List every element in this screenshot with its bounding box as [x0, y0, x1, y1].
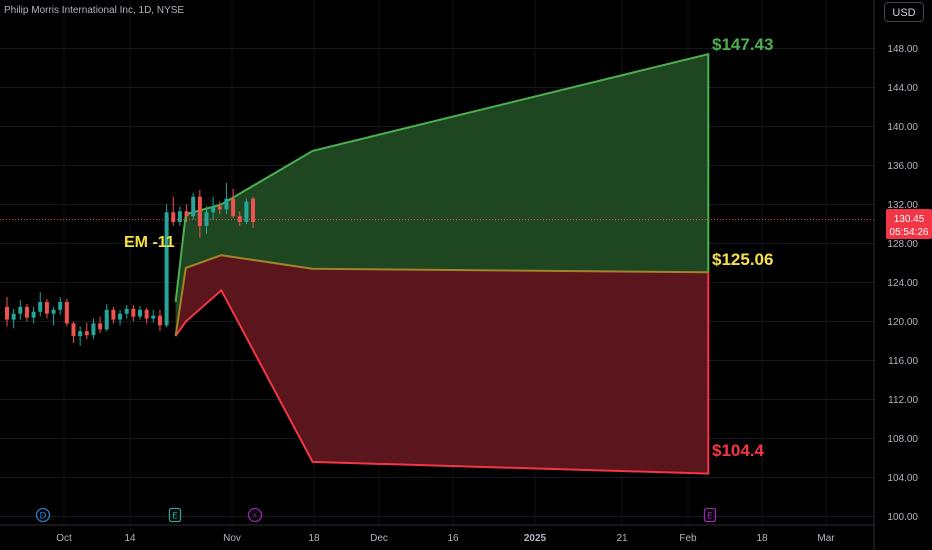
time-axis[interactable]: Oct 14 Nov 18 Dec 16 2025 21 Feb 18 Mar [0, 524, 874, 544]
candle [138, 305, 142, 320]
candle [31, 306, 36, 324]
bar-countdown: 05:54:26 [890, 227, 929, 238]
lower-band-fill [175, 255, 709, 474]
time-tick-label: 16 [447, 533, 459, 544]
price-tick-label: 136.00 [887, 161, 918, 172]
price-tick-label: 140.00 [887, 122, 918, 133]
candle [38, 292, 43, 317]
candle [237, 211, 242, 226]
last-price-tag: 130.45 05:54:26 [886, 209, 932, 239]
candle [131, 304, 136, 322]
candle [151, 309, 156, 323]
time-tick-label: 2025 [524, 533, 547, 544]
price-tick-label: 124.00 [887, 278, 918, 289]
svg-text:⚡: ⚡ [252, 511, 258, 521]
price-tick-label: 112.00 [888, 395, 918, 406]
candle [244, 198, 249, 224]
price-tick-label: 132.00 [887, 200, 918, 211]
candle [24, 303, 29, 322]
candle [191, 192, 196, 220]
candle [18, 300, 23, 320]
price-tick-label: 104.00 [887, 473, 918, 484]
upper-price-label: $147.43 [712, 35, 773, 54]
time-tick-label: Dec [370, 533, 388, 544]
candle [217, 201, 222, 215]
candles [5, 183, 256, 346]
svg-text:D: D [40, 511, 47, 521]
price-tick-label: 100.00 [887, 512, 918, 523]
price-tick-label: 128.00 [887, 239, 918, 250]
event-markers[interactable]: D E ⚡ E [35, 507, 717, 523]
svg-text:E: E [172, 511, 178, 521]
upper-band-line [174, 52, 710, 303]
time-tick-label: Feb [679, 533, 697, 544]
candle [118, 309, 123, 326]
candle [91, 318, 96, 340]
candle [144, 307, 149, 324]
candle [197, 189, 202, 238]
upper-band-fill [175, 54, 709, 337]
last-price-value: 130.45 [894, 214, 925, 225]
candle [211, 196, 216, 221]
earnings-marker-future[interactable]: E [703, 507, 717, 523]
svg-text:E: E [707, 511, 713, 521]
candle [58, 297, 63, 315]
price-tick-label: 108.00 [887, 434, 918, 445]
middle-price-label: $125.06 [712, 250, 773, 269]
lower-band-line [174, 272, 710, 475]
candle [51, 306, 56, 326]
price-tick-label: 148.00 [887, 44, 918, 55]
candle [177, 206, 182, 226]
dividend-marker[interactable]: D [35, 507, 51, 523]
candle [231, 188, 236, 219]
candle [204, 206, 209, 234]
expected-move-bands [174, 52, 710, 475]
price-tick-label: 144.00 [887, 83, 918, 94]
candle [124, 304, 129, 319]
time-tick-label: 21 [616, 533, 628, 544]
candle [44, 299, 49, 319]
candle [164, 204, 169, 328]
time-tick-label: 18 [308, 533, 320, 544]
candle [78, 326, 83, 346]
candle [104, 303, 109, 332]
candle [157, 309, 162, 332]
price-tick-label: 120.00 [887, 317, 918, 328]
candle [5, 297, 9, 327]
candle [71, 321, 76, 343]
price-axis[interactable]: 100.00 104.00 108.00 112.00 116.00 120.00 124.… [873, 0, 918, 550]
symbol-title[interactable]: Philip Morris International Inc, 1D, NYS… [4, 5, 185, 16]
candle [224, 183, 229, 215]
candle [98, 316, 103, 334]
candle [251, 196, 256, 228]
currency-button[interactable]: USD [884, 2, 924, 22]
em-annotation: EM -11 [124, 234, 175, 251]
time-tick-label: 14 [124, 533, 136, 544]
candle [11, 308, 16, 329]
candle [111, 306, 116, 324]
middle-band-line [174, 254, 709, 337]
time-tick-label: Mar [817, 533, 835, 544]
price-tick-label: 116.00 [888, 356, 918, 367]
candle [171, 196, 176, 226]
time-tick-label: Oct [56, 533, 72, 544]
lower-price-label: $104.4 [712, 441, 765, 460]
time-tick-label: Nov [223, 533, 241, 544]
candle [84, 322, 89, 340]
candle [64, 299, 69, 327]
earnings-marker[interactable]: E [168, 507, 182, 523]
split-marker[interactable]: ⚡ [247, 507, 263, 523]
time-tick-label: 18 [756, 533, 768, 544]
